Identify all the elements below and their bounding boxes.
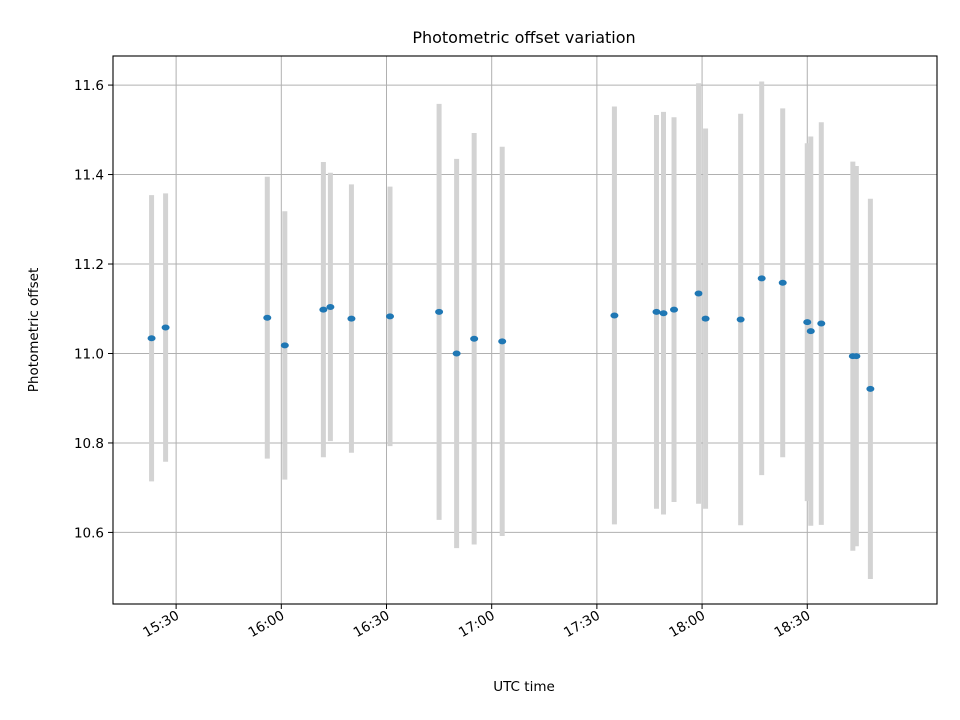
data-point [610, 312, 619, 319]
x-tick-label: 18:30 [772, 608, 814, 641]
x-tick-label: 15:30 [140, 608, 182, 641]
data-point [147, 335, 156, 342]
data-point [803, 319, 812, 326]
data-point [736, 316, 745, 323]
x-axis-label: UTC time [493, 679, 555, 695]
plot-frame [112, 55, 938, 605]
y-tick-label: 10.6 [74, 525, 104, 541]
data-point [701, 315, 710, 322]
error-bars [149, 81, 873, 579]
data-point [866, 385, 875, 392]
y-tick-label: 11.4 [74, 168, 104, 184]
y-tick-label: 10.8 [74, 436, 104, 452]
x-tick-label: 18:00 [666, 608, 708, 641]
data-point [694, 290, 703, 297]
data-point [652, 308, 661, 315]
y-tick-label: 11.2 [74, 257, 104, 273]
y-axis-label: Photometric offset [26, 268, 42, 392]
x-tick-label: 17:00 [456, 608, 498, 641]
data-point [326, 303, 335, 310]
x-tick-label: 16:00 [246, 608, 288, 641]
data-point [470, 335, 479, 342]
data-point [452, 350, 461, 357]
grid [113, 56, 937, 604]
data-point [498, 338, 507, 345]
data-point [778, 279, 787, 286]
chart-title: Photometric offset variation [412, 28, 635, 47]
data-point [757, 275, 766, 282]
x-tick-label: 17:30 [561, 608, 603, 641]
data-point [852, 353, 861, 360]
data-point [435, 308, 444, 315]
x-tick-label: 16:30 [351, 608, 393, 641]
data-point [806, 328, 815, 335]
data-point [280, 342, 289, 349]
data-point [386, 313, 395, 320]
data-point [670, 306, 679, 313]
data-points [147, 275, 875, 392]
data-point [347, 315, 356, 322]
y-tick-label: 11.0 [74, 346, 104, 362]
y-tick-label: 11.6 [74, 78, 104, 94]
data-point [161, 324, 170, 331]
data-point [817, 320, 826, 327]
data-point [263, 314, 272, 321]
data-point [319, 306, 328, 313]
data-point [659, 310, 668, 317]
